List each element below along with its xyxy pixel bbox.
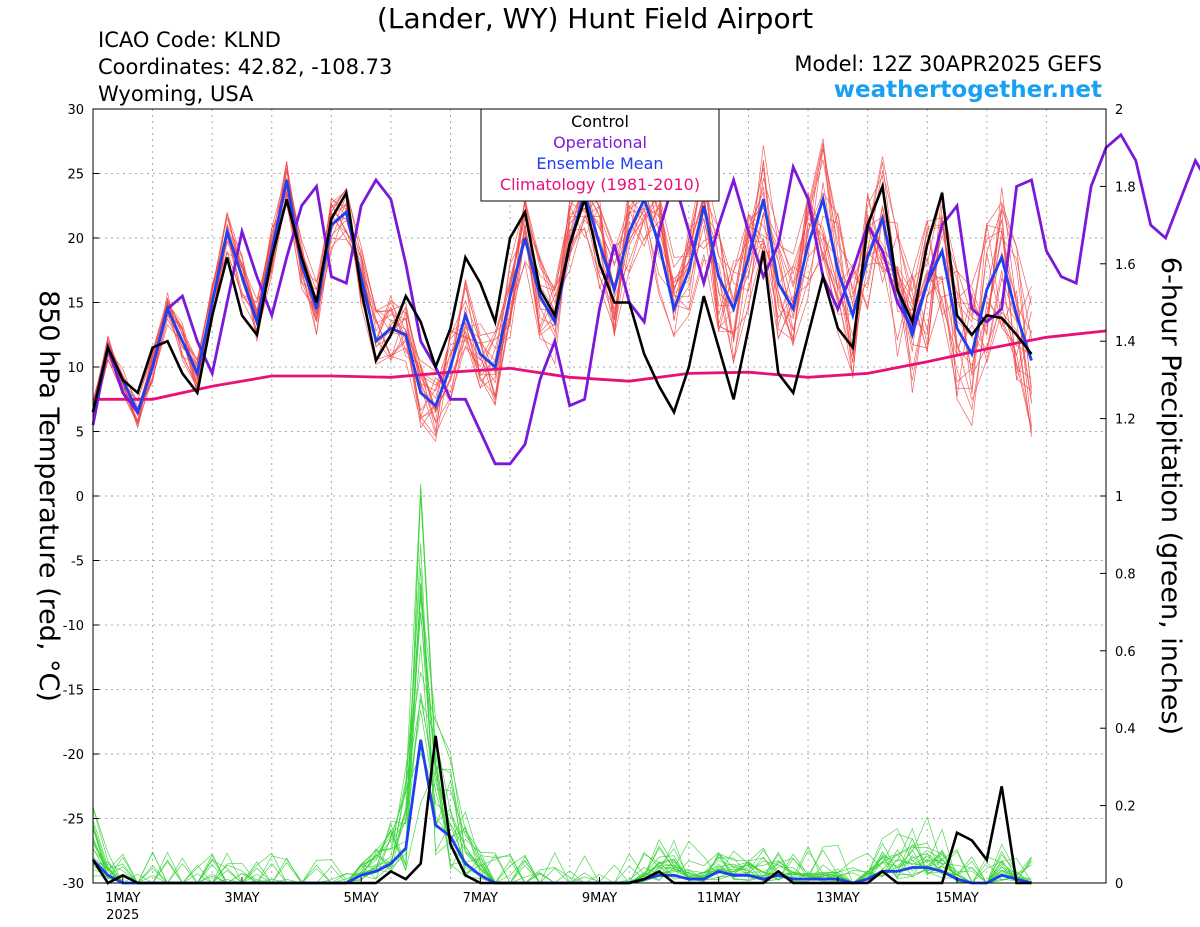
precip-member-line — [92, 672, 1032, 884]
precip-member-line — [92, 583, 1032, 884]
x-tick-label: 15MAY — [935, 891, 979, 906]
precip-member-line — [92, 495, 1032, 884]
legend-operational: Operational — [553, 133, 647, 152]
temp-member-line — [92, 163, 1032, 414]
y-tick-label: 5 — [76, 426, 84, 441]
y-tick-label: 10 — [67, 361, 84, 376]
grid — [93, 109, 1106, 883]
y-tick-label: -15 — [63, 684, 84, 699]
website-link[interactable]: weathertogether.net — [833, 77, 1102, 103]
temp-member-line — [92, 178, 1032, 429]
precip-member-line — [92, 583, 1032, 884]
y2-tick-label: 0.6 — [1115, 645, 1136, 660]
precip-member-line — [92, 613, 1032, 884]
y2-axis-label: 6-hour Precipitation (green, inches) — [1155, 257, 1186, 735]
legend: Control Operational Ensemble Mean Climat… — [480, 108, 720, 202]
x-tick-label: 7MAY — [463, 891, 498, 906]
y2-tick-label: 0.4 — [1115, 722, 1136, 737]
series — [91, 132, 1200, 885]
y-tick-label: -20 — [63, 748, 84, 763]
y-tick-label: -10 — [63, 619, 84, 634]
x-tick-label: 5MAY — [343, 891, 378, 906]
y2-tick-label: 1 — [1115, 490, 1123, 505]
precip-member-line — [92, 487, 1032, 884]
y-tick-label: 25 — [67, 168, 84, 183]
climatology-line — [93, 329, 1107, 401]
temp-member-line — [92, 177, 1032, 431]
x-tick-label: 11MAY — [697, 891, 741, 906]
precip-member-line — [92, 611, 1032, 884]
x-tick-label: 3MAY — [224, 891, 259, 906]
temp-operational-line — [91, 132, 1200, 466]
y2-tick-label: 0.2 — [1115, 800, 1136, 815]
x-tick-sublabel: 2025 — [106, 908, 139, 923]
precip-member-line — [92, 567, 1032, 884]
y-tick-label: 0 — [76, 490, 84, 505]
model-run: Model: 12Z 30APR2025 GEFS — [794, 52, 1102, 76]
y2-tick-label: 0.8 — [1115, 567, 1136, 582]
legend-box — [480, 108, 720, 202]
precip-member-line — [92, 592, 1032, 884]
precip-member-line — [92, 543, 1032, 884]
x-tick-label: 13MAY — [816, 891, 860, 906]
y2-tick-label: 1.2 — [1115, 413, 1136, 428]
temp-member-line — [92, 174, 1032, 425]
y-tick-label: 20 — [67, 232, 84, 247]
y2-tick-label: 1.4 — [1115, 335, 1136, 350]
y2-tick-label: 1.8 — [1115, 180, 1136, 195]
icao-code: ICAO Code: KLND — [98, 28, 281, 52]
y2-tick-label: 2 — [1115, 103, 1123, 118]
legend-control: Control — [571, 112, 629, 131]
y2-tick-label: 1.6 — [1115, 258, 1136, 273]
precip-member-line — [92, 698, 1032, 884]
legend-ensemble-mean: Ensemble Mean — [536, 154, 663, 173]
temp-control-line — [91, 181, 1033, 416]
precip-member-line — [92, 483, 1032, 884]
precip-member-line — [92, 597, 1032, 884]
y-tick-label: -30 — [63, 877, 84, 892]
temp-member-line — [92, 168, 1032, 434]
axis-ticks: -30-25-20-15-10-505101520253000.20.40.60… — [63, 103, 1136, 923]
precip-member-line — [92, 692, 1032, 884]
chart-title: (Lander, WY) Hunt Field Airport — [376, 2, 814, 35]
y2-tick-label: 0 — [1115, 877, 1123, 892]
y-axis-label: 850 hPa Temperature (red, °C) — [33, 290, 64, 702]
x-tick-label: 9MAY — [582, 891, 617, 906]
y-tick-label: -5 — [71, 555, 84, 570]
precip-member-line — [92, 709, 1032, 884]
temp-member-line — [92, 162, 1032, 437]
y-tick-label: 30 — [67, 103, 84, 118]
legend-climatology: Climatology (1981-2010) — [500, 175, 700, 194]
x-tick-label: 1MAY — [105, 891, 140, 906]
coordinates: Coordinates: 42.82, -108.73 — [98, 55, 393, 79]
y-tick-label: 15 — [67, 297, 84, 312]
y-tick-label: -25 — [63, 813, 84, 828]
precip-member-line — [92, 594, 1032, 884]
precip-member-line — [92, 698, 1032, 884]
region-label: Wyoming, USA — [98, 82, 254, 106]
